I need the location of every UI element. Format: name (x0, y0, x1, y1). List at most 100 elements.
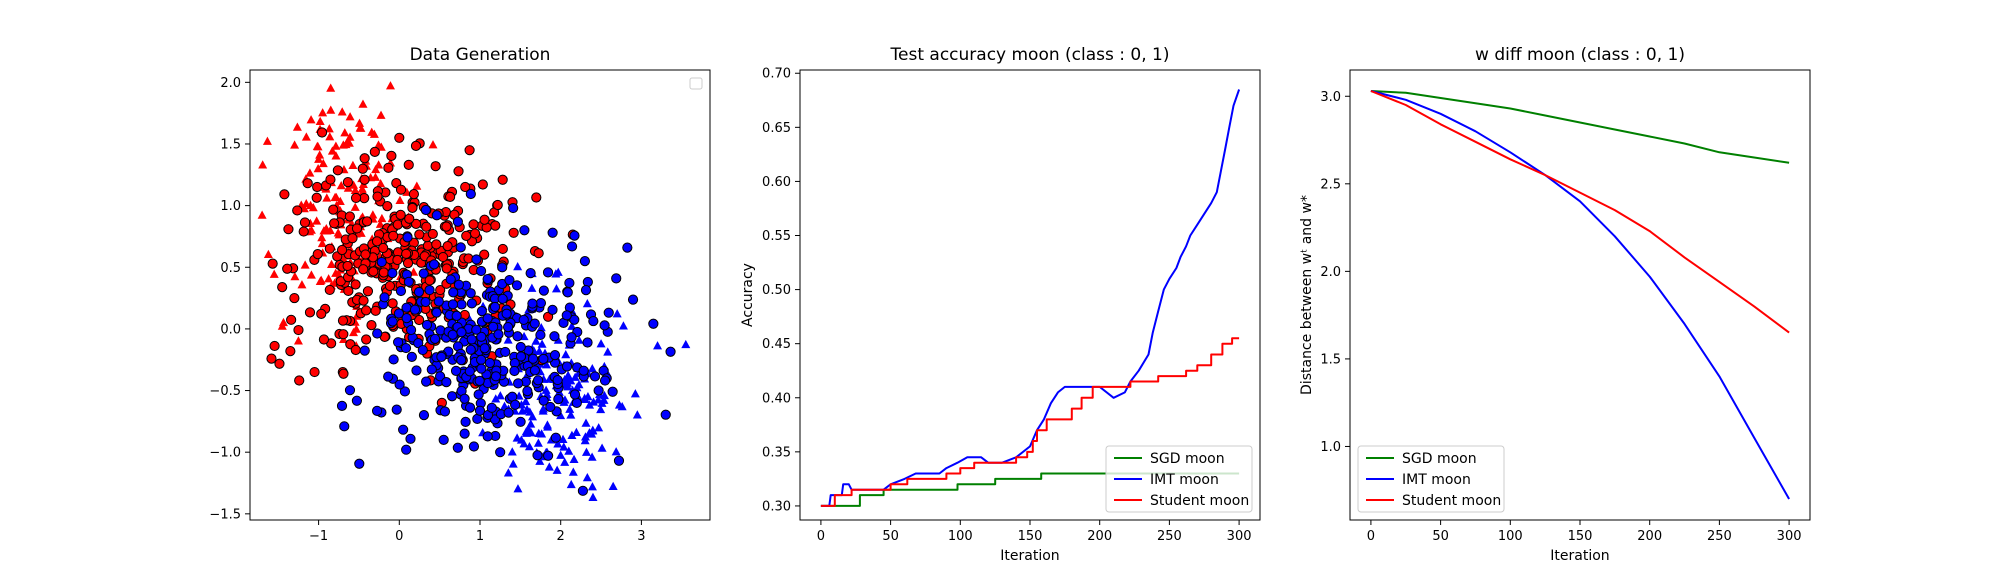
scatter-point (371, 164, 381, 174)
scatter-point (559, 442, 569, 451)
scatter-point (486, 402, 497, 413)
y-tick-label: 0.50 (762, 283, 791, 298)
wdiff-legend-box (1357, 445, 1505, 513)
scatter-point (313, 163, 323, 173)
scatter-point (537, 339, 547, 348)
scatter-point (376, 256, 387, 268)
scatter-point (464, 145, 475, 156)
scatter-point (336, 244, 348, 256)
scatter-point (293, 324, 304, 336)
scatter-point (464, 366, 475, 377)
scatter-point (414, 314, 425, 326)
scatter-point (383, 162, 394, 173)
scatter-point (262, 136, 272, 145)
scatter-x-axis: −1 0 1 2 3 (309, 520, 646, 544)
scatter-point (525, 407, 535, 416)
scatter-point (411, 365, 422, 376)
scatter-point (428, 140, 438, 149)
y-tick-label: 1.0 (220, 199, 241, 214)
scatter-point (479, 343, 490, 354)
scatter-point (566, 376, 576, 385)
scatter-point (561, 349, 571, 359)
scatter-point (513, 262, 523, 271)
scatter-point (563, 370, 573, 380)
scatter-point (549, 350, 561, 361)
scatter-point (556, 450, 566, 459)
scatter-point (468, 219, 479, 230)
scatter-point (277, 282, 288, 293)
y-tick-label: 0.35 (762, 445, 791, 460)
scatter-point (632, 410, 642, 419)
scatter-point (435, 284, 446, 296)
scatter-point (431, 239, 442, 250)
scatter-point (501, 308, 512, 319)
scatter-point (611, 273, 622, 284)
scatter-point (331, 192, 341, 202)
scatter-point (542, 267, 554, 278)
scatter-point (445, 191, 456, 202)
scatter-point (376, 178, 386, 188)
scatter-point (402, 258, 414, 269)
scatter-point (370, 305, 381, 316)
scatter-point (513, 484, 523, 493)
scatter-point (361, 216, 373, 227)
scatter-point (469, 228, 481, 239)
legend-label-sgd: SGD moon (1402, 451, 1477, 467)
scatter-point (579, 255, 591, 267)
scatter-point (593, 385, 604, 396)
scatter-point (358, 295, 369, 306)
accuracy-title: Test accuracy moon (class : 0, 1) (890, 45, 1170, 65)
x-tick-label: 2 (557, 529, 565, 544)
scatter-point (420, 204, 431, 216)
scatter-legend-box (689, 77, 703, 90)
accuracy-x-axis: 0 50 100 150 200 250 300 (817, 520, 1252, 544)
scatter-point (342, 177, 353, 188)
scatter-point (375, 219, 385, 228)
scatter-point (585, 400, 595, 409)
scatter-point (622, 242, 633, 253)
scatter-point (384, 280, 396, 292)
scatter-point (324, 274, 334, 283)
scatter-point (441, 221, 452, 232)
scatter-point (306, 270, 316, 279)
scatter-point (398, 424, 409, 435)
legend-label-student: Student moon (1150, 493, 1249, 509)
scatter-title: Data Generation (410, 45, 551, 65)
scatter-point (569, 454, 579, 464)
scatter-point (504, 274, 515, 286)
scatter-y-axis: −1.5 −1.0 −0.5 0.0 0.5 1.0 1.5 2.0 (209, 76, 250, 522)
scatter-point (552, 374, 563, 386)
scatter-point (438, 434, 449, 445)
y-tick-label: −0.5 (209, 384, 241, 399)
scatter-point (447, 329, 458, 340)
scatter-point (534, 346, 544, 355)
scatter-point (393, 337, 404, 348)
y-tick-label: 0.55 (762, 229, 791, 244)
scatter-point (529, 365, 540, 376)
scatter-point (527, 412, 537, 421)
scatter-point (394, 132, 405, 143)
scatter-point (515, 416, 526, 427)
x-tick-label: 50 (882, 529, 899, 544)
scatter-point (508, 202, 519, 214)
scatter-point (429, 333, 441, 345)
scatter-point (541, 360, 551, 369)
scatter-point (519, 225, 530, 236)
scatter-point (544, 462, 554, 471)
scatter-point (450, 365, 462, 376)
scatter-point (369, 146, 380, 157)
scatter-point (350, 344, 361, 356)
scatter-point (385, 81, 395, 90)
scatter-point (350, 279, 361, 290)
scatter-point (344, 385, 356, 396)
scatter-point (351, 395, 362, 406)
scatter-point (395, 184, 407, 195)
scatter-point (337, 107, 347, 116)
scatter-point (359, 153, 370, 164)
scatter-point (286, 314, 297, 325)
scatter-point (503, 407, 514, 418)
scatter-point (492, 199, 503, 211)
scatter-point (431, 307, 442, 318)
series-line-sgd (820, 472, 1240, 507)
scatter-point (283, 224, 294, 235)
